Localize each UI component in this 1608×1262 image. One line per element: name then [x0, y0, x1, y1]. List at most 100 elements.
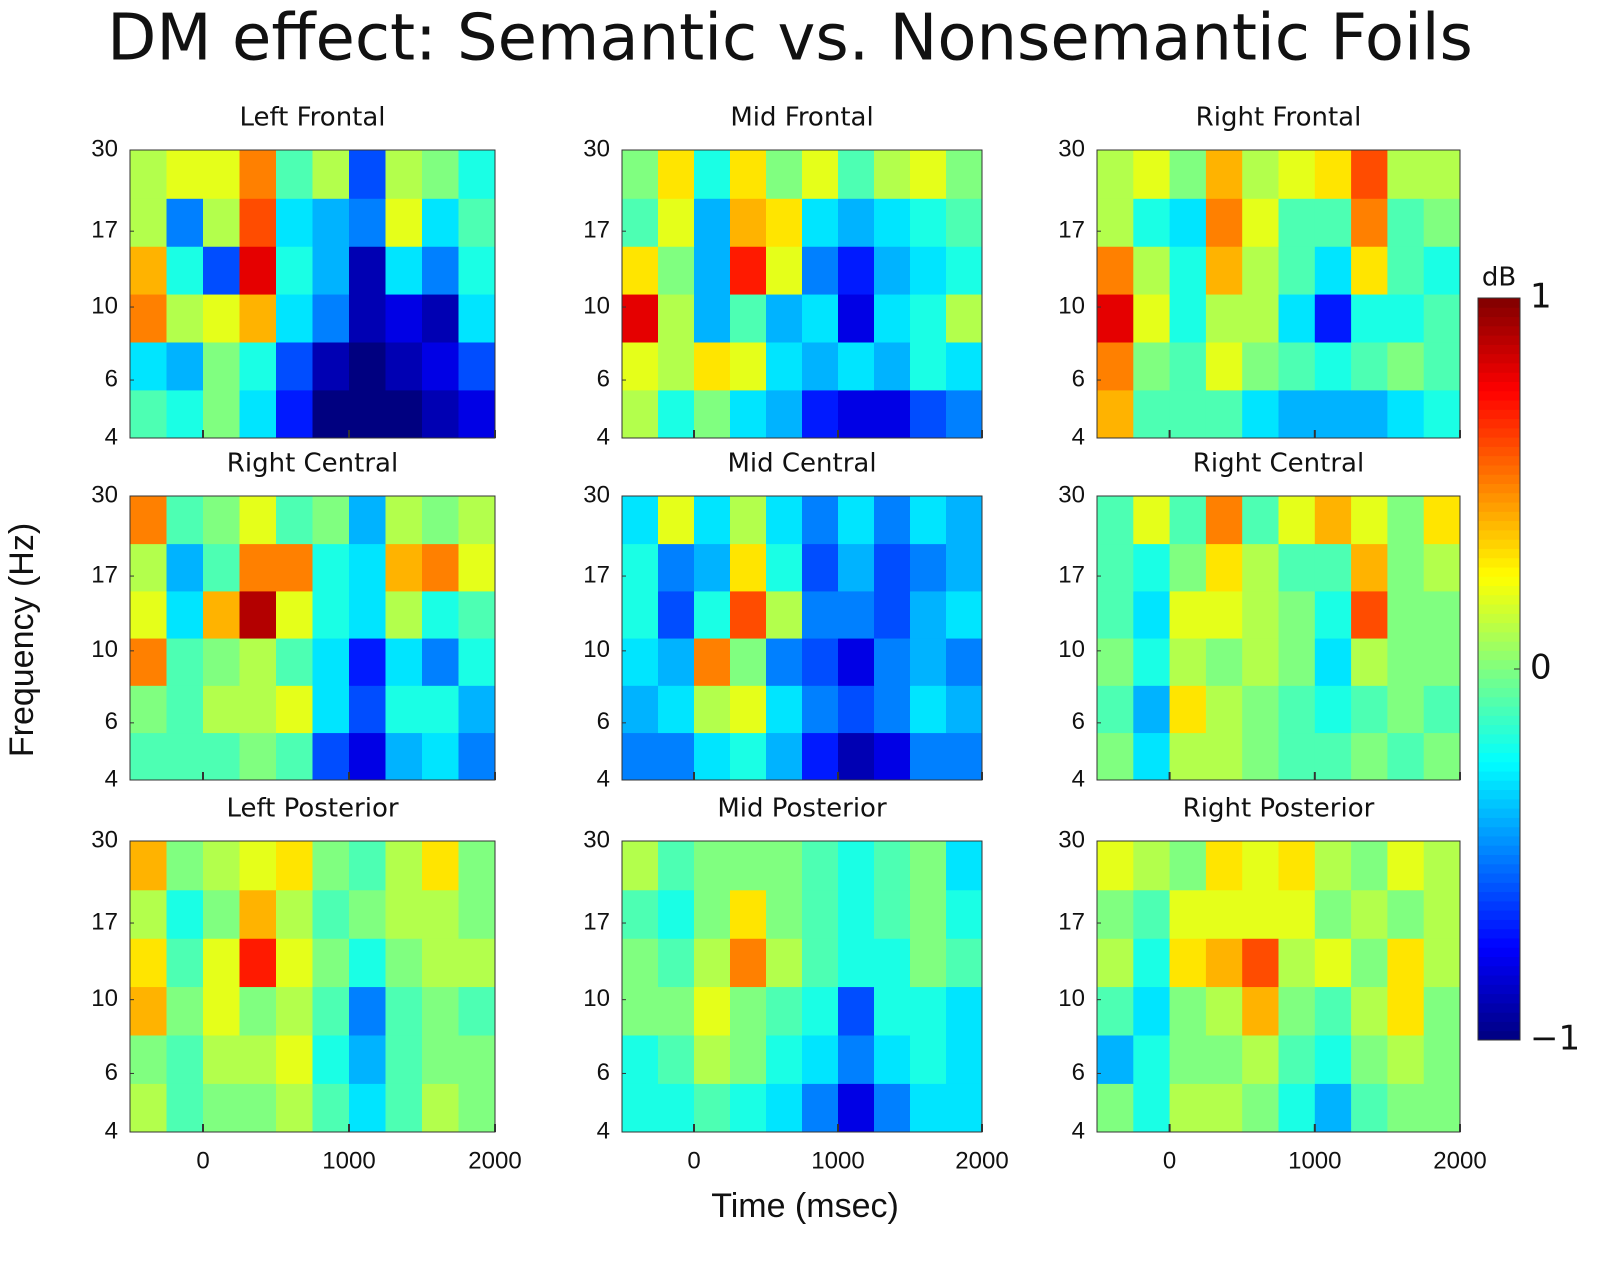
heatmap-cell	[874, 341, 911, 391]
heatmap-cell	[1387, 246, 1425, 295]
heatmap-cell	[694, 246, 731, 295]
heatmap-cell	[130, 1034, 167, 1084]
heatmap-cell	[385, 986, 423, 1036]
y-tick-label: 6	[1072, 708, 1085, 735]
heatmap-cell	[874, 986, 911, 1036]
heatmap-cell	[802, 496, 839, 545]
heatmap-cell	[349, 638, 386, 686]
heatmap-cell	[130, 986, 167, 1036]
heatmap-cell	[622, 198, 659, 247]
colorbar-step	[1478, 743, 1520, 753]
heatmap-cell	[203, 389, 240, 439]
heatmap-panel	[1097, 841, 1461, 1133]
colorbar-step	[1478, 845, 1520, 855]
colorbar-step	[1478, 659, 1520, 670]
panel-title: Mid Central	[727, 449, 876, 479]
heatmap-cell	[730, 150, 767, 199]
colorbar-step	[1478, 733, 1520, 744]
x-tick-label: 0	[196, 1147, 209, 1174]
heatmap-cell	[1133, 986, 1171, 1036]
heatmap-cell	[802, 889, 839, 939]
heatmap-cell	[1314, 938, 1352, 988]
heatmap-cell	[1205, 841, 1243, 891]
heatmap-cell	[239, 496, 277, 545]
heatmap-cell	[1169, 294, 1207, 343]
heatmap-cell	[1097, 198, 1134, 247]
heatmap-cell	[910, 841, 947, 891]
heatmap-cell	[312, 732, 350, 781]
heatmap-cell	[1242, 1083, 1279, 1133]
heatmap-cell	[730, 246, 767, 295]
colorbar-step	[1478, 975, 1520, 985]
heatmap-cell	[658, 341, 695, 391]
heatmap-cell	[1097, 732, 1134, 781]
heatmap-cell	[203, 685, 240, 734]
heatmap-cell	[385, 1034, 423, 1084]
y-tick-label: 4	[105, 765, 118, 792]
x-tick-label: 0	[687, 1147, 700, 1174]
heatmap-cell	[239, 1034, 277, 1084]
panel-title: Right Central	[1193, 449, 1364, 479]
heatmap-cell	[1097, 685, 1134, 734]
heatmap-cell	[166, 341, 204, 391]
y-tick-label: 6	[597, 365, 610, 392]
heatmap-cell	[1314, 1083, 1352, 1133]
colorbar-step	[1478, 437, 1520, 447]
heatmap-cell	[1133, 543, 1171, 592]
heatmap-cell	[276, 889, 313, 939]
y-tick-label: 17	[583, 561, 610, 588]
heatmap-cell	[166, 246, 204, 295]
heatmap-cell	[239, 685, 277, 734]
heatmap-cell	[766, 294, 803, 343]
heatmap-cell	[766, 1034, 803, 1084]
heatmap-cell	[1423, 638, 1461, 686]
heatmap-cell	[694, 198, 731, 247]
heatmap-cell	[1351, 341, 1388, 391]
y-tick-label: 30	[91, 826, 118, 853]
heatmap-cell	[422, 543, 459, 592]
heatmap-cell	[802, 732, 839, 781]
heatmap-cell	[1133, 496, 1171, 545]
heatmap-cell	[1351, 1034, 1388, 1084]
heatmap-cell	[1242, 294, 1279, 343]
x-tick-label: 2000	[468, 1147, 521, 1174]
heatmap-cell	[239, 294, 277, 343]
heatmap-panel	[1097, 496, 1461, 781]
heatmap-cell	[385, 889, 423, 939]
colorbar-step	[1478, 548, 1520, 559]
heatmap-cell	[385, 590, 423, 639]
colorbar-step	[1478, 418, 1520, 429]
heatmap-cell	[1278, 341, 1316, 391]
heatmap-cell	[1351, 685, 1388, 734]
heatmap-cell	[312, 1034, 350, 1084]
plot-frame	[1096, 495, 1461, 781]
colorbar-step	[1478, 706, 1520, 716]
y-tick-label: 30	[1058, 135, 1085, 162]
heatmap-cell	[385, 150, 423, 199]
heatmap-cell	[276, 198, 313, 247]
heatmap-cell	[239, 150, 277, 199]
colorbar-step	[1478, 826, 1520, 837]
y-tick-label: 4	[105, 1117, 118, 1144]
heatmap-cell	[385, 246, 423, 295]
heatmap-cell	[1133, 1083, 1171, 1133]
heatmap-cell	[1097, 638, 1134, 686]
heatmap-cell	[1314, 543, 1352, 592]
heatmap-cell	[1278, 1083, 1316, 1133]
heatmap-cell	[1097, 938, 1134, 988]
heatmap-cell	[838, 543, 875, 592]
heatmap-cell	[1205, 638, 1243, 686]
heatmap-cell	[730, 543, 767, 592]
heatmap-cell	[730, 341, 767, 391]
heatmap-cell	[730, 841, 767, 891]
heatmap-cell	[1169, 246, 1207, 295]
colorbar-step	[1478, 919, 1520, 930]
heatmap-cell	[874, 389, 911, 439]
heatmap-cell	[312, 986, 350, 1036]
heatmap-cell	[203, 841, 240, 891]
heatmap-cell	[874, 685, 911, 734]
heatmap-cell	[874, 732, 911, 781]
heatmap-cell	[349, 246, 386, 295]
heatmap-cell	[910, 496, 947, 545]
plot-frame	[621, 495, 983, 781]
